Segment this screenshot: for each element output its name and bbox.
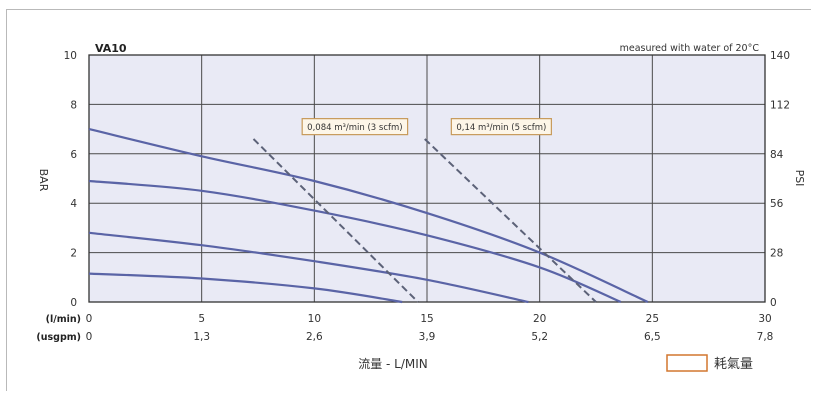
x-axis-label: 流量 - L/MIN — [358, 357, 428, 371]
x-tick-lmin-1: 5 — [198, 313, 205, 325]
chart-title: VA10 — [95, 42, 127, 55]
chart-frame — [6, 9, 811, 391]
y-axis-label-left: BAR — [37, 169, 50, 192]
pressure-curve-1 — [88, 128, 649, 304]
grid — [88, 54, 766, 303]
pressure-curve-2 — [88, 179, 622, 304]
y-tick-right-0: 0 — [770, 297, 777, 309]
air-consumption-label-1: 0,084 m³/min (3 scfm) — [301, 118, 409, 136]
air-consumption-label-text-1: 0,084 m³/min (3 scfm) — [307, 123, 402, 133]
air-consumption-label-text-2: 0,14 m³/min (5 scfm) — [456, 123, 546, 133]
pressure-curves — [88, 128, 649, 304]
x-tick-usgpm-1: 1,3 — [193, 331, 210, 343]
air-consumption-labels: 0,084 m³/min (3 scfm) 0,14 m³/min (5 scfm… — [301, 118, 552, 136]
x-tick-usgpm-2: 2,6 — [306, 331, 323, 343]
air-consumption-label-box-1 — [301, 118, 409, 136]
y-tick-left-1: 2 — [70, 248, 77, 260]
pressure-curve-3 — [88, 231, 529, 304]
y-tick-left-0: 0 — [70, 297, 77, 309]
x-tick-lmin-2: 10 — [308, 313, 321, 325]
x-tick-lmin-0: 0 — [86, 313, 93, 325]
y-tick-right-1: 28 — [770, 248, 783, 260]
x-tick-usgpm-4: 5,2 — [531, 331, 548, 343]
air-consumption-line-1 — [252, 138, 419, 303]
x-tick-lmin-6: 30 — [758, 313, 771, 325]
x-row-label-lmin: (l/min) — [46, 314, 81, 325]
plot-border — [88, 54, 766, 303]
legend-label: 耗氣量 — [714, 357, 753, 372]
x-tick-usgpm-0: 0 — [86, 331, 93, 343]
air-consumption-line-2 — [424, 138, 597, 303]
x-tick-usgpm-6: 7,8 — [757, 331, 774, 343]
y-tick-right-3: 84 — [770, 149, 784, 161]
air-consumption-label-2: 0,14 m³/min (5 scfm) — [450, 118, 552, 136]
legend-swatch — [666, 354, 708, 372]
x-tick-lmin-3: 15 — [420, 313, 433, 325]
y-tick-left-3: 6 — [70, 149, 77, 161]
x-tick-usgpm-5: 6,5 — [644, 331, 661, 343]
measurement-note: measured with water of 20°C — [620, 43, 760, 54]
y-axis-label-right: PSI — [793, 170, 806, 187]
y-tick-right-4: 112 — [770, 99, 790, 111]
y-tick-right-5: 140 — [770, 50, 790, 62]
x-tick-lmin-5: 25 — [646, 313, 659, 325]
air-consumption-label-box-2 — [450, 118, 552, 136]
x-tick-lmin-4: 20 — [533, 313, 546, 325]
axis-text: 0 2 4 6 8 10 0 28 56 84 112 140 0 5 10 15 20 25 30 0 1,3 2,6 3… — [64, 50, 790, 343]
x-tick-usgpm-3: 3,9 — [419, 331, 436, 343]
y-tick-right-2: 56 — [770, 198, 784, 210]
y-tick-left-4: 8 — [70, 99, 77, 111]
y-tick-left-5: 10 — [64, 50, 77, 62]
pressure-curve-4 — [88, 272, 403, 304]
air-consumption-lines — [252, 138, 597, 303]
y-tick-left-2: 4 — [70, 198, 77, 210]
x-row-label-usgpm: (usgpm) — [36, 332, 81, 343]
